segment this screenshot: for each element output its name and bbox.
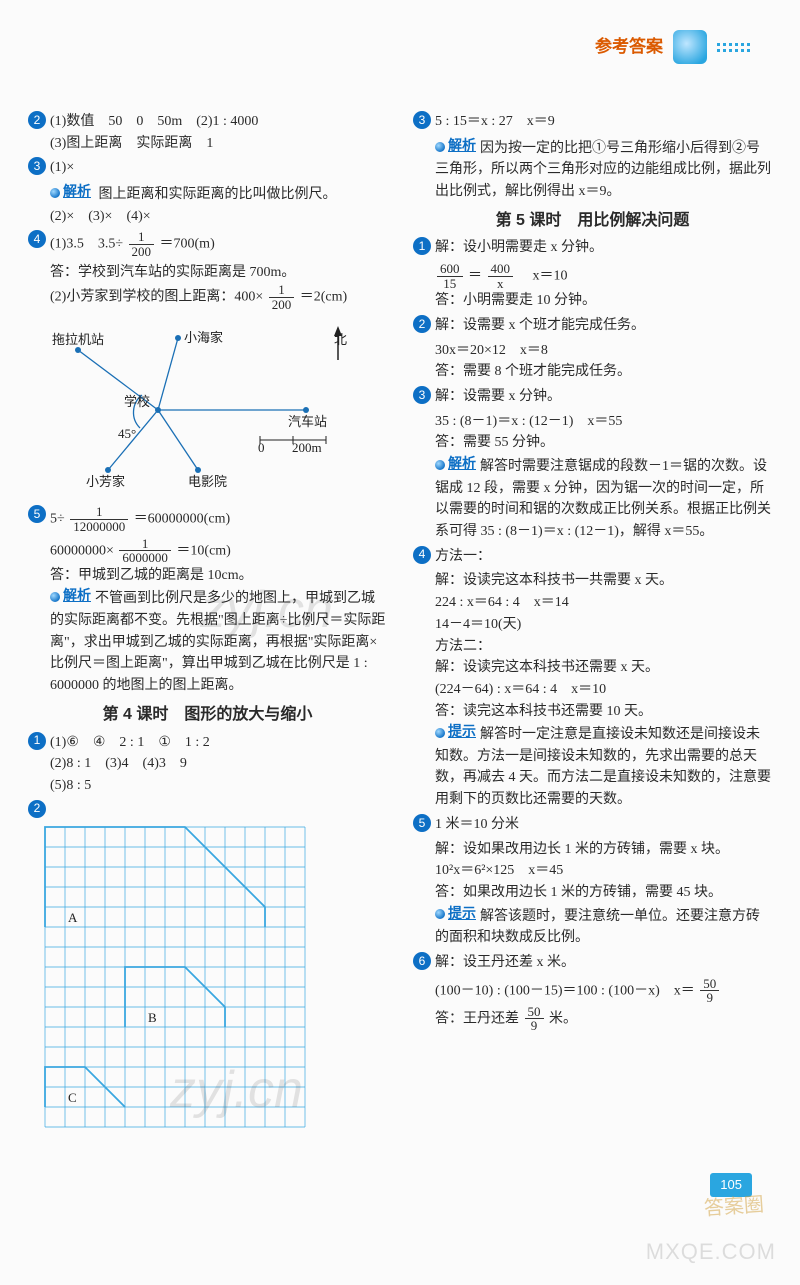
- badge-5: 5: [28, 505, 46, 523]
- q2-line2: (3)图上距离 实际距离 1: [50, 136, 213, 151]
- rq4-m1-3: 14－4＝10(天): [435, 614, 772, 636]
- rq4: 4 方法一：: [413, 546, 772, 568]
- rq5-line2: 解：设如果改用边长 1 米的方砖铺，需要 x 块。: [435, 839, 772, 861]
- svg-text:学校: 学校: [124, 394, 150, 409]
- rq4-m1-2: 224 : x＝64 : 4 x＝14: [435, 592, 772, 614]
- section-5-title: 第 5 课时 用比例解决问题: [413, 209, 772, 234]
- columns: 2 (1)数值 50 0 50m (2)1 : 4000 (3)图上距离 实际距…: [28, 108, 772, 1143]
- q4-line2: (2)小芳家到学校的图上距离：400× 1200 ＝2(cm): [50, 283, 387, 311]
- rq1-eq: 60015 ＝ 400x x＝10: [435, 262, 772, 290]
- rq6: 6 解：设王丹还差 x 米。: [413, 952, 772, 974]
- svg-text:电影院: 电影院: [188, 474, 227, 489]
- right-column: 3 5 : 15＝x : 27 x＝9 解析因为按一定的比把①号三角形缩小后得到…: [413, 108, 772, 1143]
- rq4-m1-1: 解：设读完这本科技书一共需要 x 天。: [435, 570, 772, 592]
- svg-text:A: A: [68, 910, 78, 925]
- rq4-ts: 提示解答时一定注意是直接设未知数还是间接设未知数。方法一是间接设未知数的，先求出…: [435, 722, 772, 811]
- q3-jx: 解析 图上距离和实际距离的比叫做比例尺。: [50, 182, 387, 206]
- badge-4: 4: [28, 230, 46, 248]
- s4-q1: 1 (1)⑥ ④ 2 : 1 ① 1 : 2 (2)8 : 1 (3)4 (4)…: [28, 732, 387, 797]
- footer-site: MXQE.COM: [646, 1235, 776, 1269]
- q5-ans: 答：甲城到乙城的距离是 10cm。: [50, 565, 387, 587]
- badge-6r: 6: [413, 952, 431, 970]
- svg-text:C: C: [68, 1090, 77, 1105]
- badge-3: 3: [28, 157, 46, 175]
- badge-2: 2: [28, 111, 46, 129]
- q3-head: (1)×: [50, 157, 387, 179]
- badge-2r: 2: [413, 315, 431, 333]
- jx-label: 解析: [435, 136, 476, 158]
- header: 参考答案: [595, 30, 750, 64]
- page: 参考答案 zyj.cn zyj.cn 2 (1)数值 50 0 50m (2)1…: [0, 0, 800, 1285]
- rq6-line2: (100－10) : (100－15)＝100 : (100－x) x＝ 509: [435, 977, 772, 1005]
- frac-1-200b: 1200: [269, 283, 295, 311]
- svg-text:小芳家: 小芳家: [86, 474, 125, 489]
- jx-label: 解析: [50, 586, 91, 608]
- badge-4r: 4: [413, 546, 431, 564]
- badge-3r: 3: [413, 111, 431, 129]
- rq5-line3: 10²x＝6²×125 x＝45: [435, 860, 772, 882]
- q2-line1: (1)数值 50 0 50m (2)1 : 4000: [50, 114, 258, 129]
- badge-5r: 5: [413, 814, 431, 832]
- q4: 4 (1)3.5 3.5÷ 1200 ＝700(m): [28, 230, 387, 258]
- q3-jx-text: 图上距离和实际距离的比叫做比例尺。: [99, 187, 337, 202]
- rq6-ans: 答：王丹还差 509 米。: [435, 1005, 772, 1033]
- rq2-line2: 30x＝20×12 x＝8: [435, 340, 772, 362]
- badge-1: 1: [28, 732, 46, 750]
- header-icon: [673, 30, 707, 64]
- header-title: 参考答案: [595, 34, 663, 60]
- rq4-m2-1: 解：设读完这本科技书还需要 x 天。: [435, 657, 772, 679]
- rq3b: 3 解：设需要 x 分钟。: [413, 386, 772, 408]
- badge-2b: 2: [28, 800, 46, 818]
- rq1: 1 解：设小明需要走 x 分钟。: [413, 237, 772, 259]
- rq3-jx: 解析因为按一定的比把①号三角形缩小后得到②号三角形，所以两个三角形对应的边能组成…: [435, 136, 772, 203]
- q5: 5 5÷ 112000000 ＝60000000(cm): [28, 505, 387, 533]
- rq5: 5 1 米＝10 分米: [413, 814, 772, 836]
- s4-q2: 2: [28, 800, 387, 818]
- rq3b-jx: 解析解答时需要注意锯成的段数－1＝锯的次数。设锯成 12 段，需要 x 分钟，因…: [435, 454, 772, 543]
- jx-label: 解析: [50, 182, 91, 204]
- rq1-ans: 答：小明需要走 10 分钟。: [435, 290, 772, 312]
- ts-label: 提示: [435, 722, 476, 744]
- jx-label: 解析: [435, 454, 476, 476]
- ts-label: 提示: [435, 904, 476, 926]
- header-dots: [717, 43, 750, 52]
- q5-jx: 解析不管画到比例尺是多少的地图上，甲城到乙城的实际距离都不变。先根据"图上距离÷…: [50, 586, 387, 696]
- q2: 2 (1)数值 50 0 50m (2)1 : 4000 (3)图上距离 实际距…: [28, 111, 387, 154]
- svg-text:汽车站: 汽车站: [288, 414, 327, 429]
- frac-1-200: 1200: [129, 230, 155, 258]
- rq3: 3 5 : 15＝x : 27 x＝9: [413, 111, 772, 133]
- rq3b-ans: 答：需要 55 分钟。: [435, 432, 772, 454]
- rq4-m2-2: (224－64) : x＝64 : 4 x＝10: [435, 679, 772, 701]
- q3: 3 (1)×: [28, 157, 387, 179]
- rq5-ts: 提示解答该题时，要注意统一单位。还要注意方砖的面积和块数成反比例。: [435, 904, 772, 949]
- section-4-title: 第 4 课时 图形的放大与缩小: [28, 703, 387, 728]
- q5-line2: 60000000× 16000000 ＝10(cm): [50, 537, 387, 565]
- rq4-ans: 答：读完这本科技书还需要 10 天。: [435, 701, 772, 723]
- badge-1r: 1: [413, 237, 431, 255]
- q4-1a: (1)3.5 3.5÷: [50, 237, 123, 252]
- q4-1b: ＝700(m): [160, 237, 215, 252]
- rq2: 2 解：设需要 x 个班才能完成任务。: [413, 315, 772, 337]
- left-column: 2 (1)数值 50 0 50m (2)1 : 4000 (3)图上距离 实际距…: [28, 108, 387, 1143]
- grid-diagram: A B C: [44, 826, 387, 1136]
- map-diagram: 拖拉机站 小海家 北 学校 汽车站 45° 小芳家 电影院 0 200m: [48, 320, 387, 498]
- q3-rest: (2)× (3)× (4)×: [50, 206, 387, 228]
- svg-text:45°: 45°: [118, 426, 136, 441]
- svg-text:B: B: [148, 1010, 157, 1025]
- svg-text:200m: 200m: [292, 440, 322, 455]
- rq3b-line2: 35 : (8－1)＝x : (12－1) x＝55: [435, 411, 772, 433]
- rq5-ans: 答：如果改用边长 1 米的方砖铺，需要 45 块。: [435, 882, 772, 904]
- q4-ans1: 答：学校到汽车站的实际距离是 700m。: [50, 262, 387, 284]
- rq2-ans: 答：需要 8 个班才能完成任务。: [435, 361, 772, 383]
- badge-3rb: 3: [413, 386, 431, 404]
- svg-text:拖拉机站: 拖拉机站: [52, 332, 104, 347]
- svg-text:0: 0: [258, 440, 265, 455]
- rq4-m2: 方法二：: [435, 636, 772, 658]
- svg-text:小海家: 小海家: [184, 330, 223, 345]
- footer-badge: 答案圈: [702, 1175, 766, 1239]
